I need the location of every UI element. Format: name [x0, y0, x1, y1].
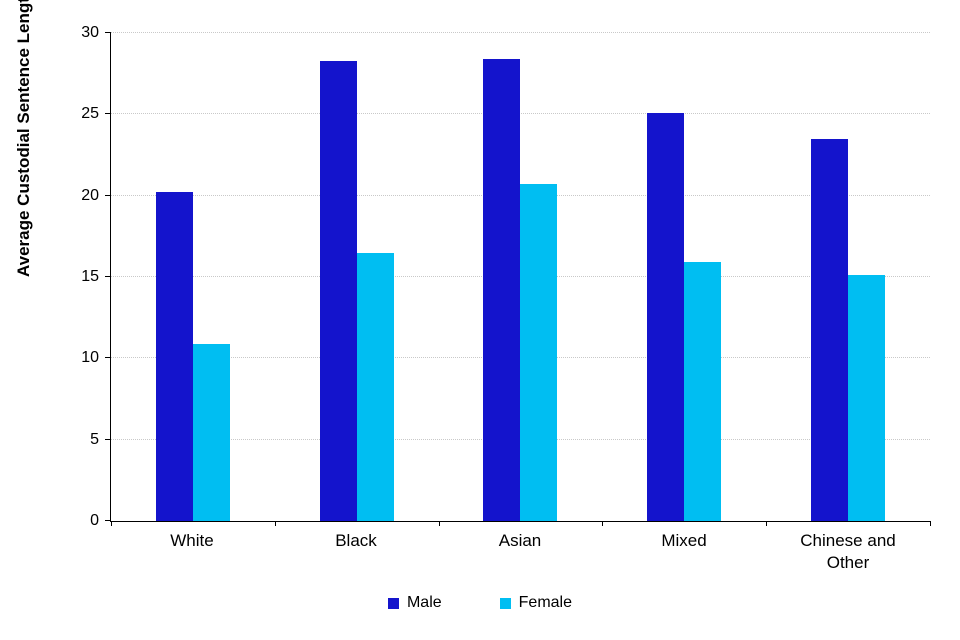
x-axis-labels: White Black Asian Mixed Chinese and Other [110, 530, 930, 574]
y-tick-label: 15 [81, 268, 99, 285]
bar-female [520, 184, 558, 521]
y-tick-label: 0 [90, 512, 99, 529]
bar-group-chinese-and-other [766, 33, 930, 521]
y-tick-label: 20 [81, 186, 99, 204]
x-tick-mark [766, 521, 768, 526]
bar-male [811, 138, 849, 521]
bar-male [155, 192, 193, 521]
x-category-label: Black [335, 531, 377, 550]
legend-label: Male [406, 594, 442, 611]
x-tick-mark [438, 521, 440, 526]
legend-item-female: Female [499, 594, 573, 612]
x-tick-mark [602, 521, 604, 526]
y-tick-label: 30 [81, 24, 99, 41]
y-tick-mark [105, 194, 111, 196]
y-tick-mark [105, 113, 111, 115]
bar-male [647, 112, 685, 521]
legend-swatch-male [387, 597, 399, 609]
bar-group-asian [439, 33, 603, 521]
legend-label: Female [518, 594, 573, 611]
legend: Male Female [0, 594, 960, 612]
bar-group-mixed [602, 33, 766, 521]
bar-female [684, 262, 722, 521]
bar-male [319, 60, 357, 521]
y-tick-label: 5 [90, 430, 99, 448]
bar-female [848, 275, 886, 521]
bar-group-white [111, 33, 275, 521]
y-tick-mark [105, 438, 111, 440]
y-tick-mark [105, 520, 111, 521]
x-tick-mark [111, 521, 112, 526]
bar-female [192, 343, 230, 521]
x-tick-mark [274, 521, 276, 526]
x-tick-mark [930, 521, 931, 526]
x-category-label: White [170, 531, 214, 550]
y-tick-mark [105, 276, 111, 277]
x-category-label: Asian [498, 531, 542, 550]
bar-group-black [275, 33, 439, 521]
bar-female [356, 252, 394, 521]
y-tick-label: 25 [81, 105, 99, 123]
legend-swatch-female [499, 597, 511, 609]
x-category-label: Mixed [661, 531, 707, 550]
gridline [111, 113, 930, 115]
x-category-label: Chinese and Other [800, 531, 896, 573]
y-tick-mark [105, 357, 111, 359]
gridline [111, 32, 930, 33]
y-tick-label: 10 [81, 349, 99, 367]
legend-item-male: Male [387, 594, 442, 612]
y-tick-mark [105, 32, 111, 33]
bar-groups [111, 33, 930, 521]
plot-area: 0 5 10 15 20 25 30 [81, 24, 931, 529]
bar-male [483, 59, 521, 521]
